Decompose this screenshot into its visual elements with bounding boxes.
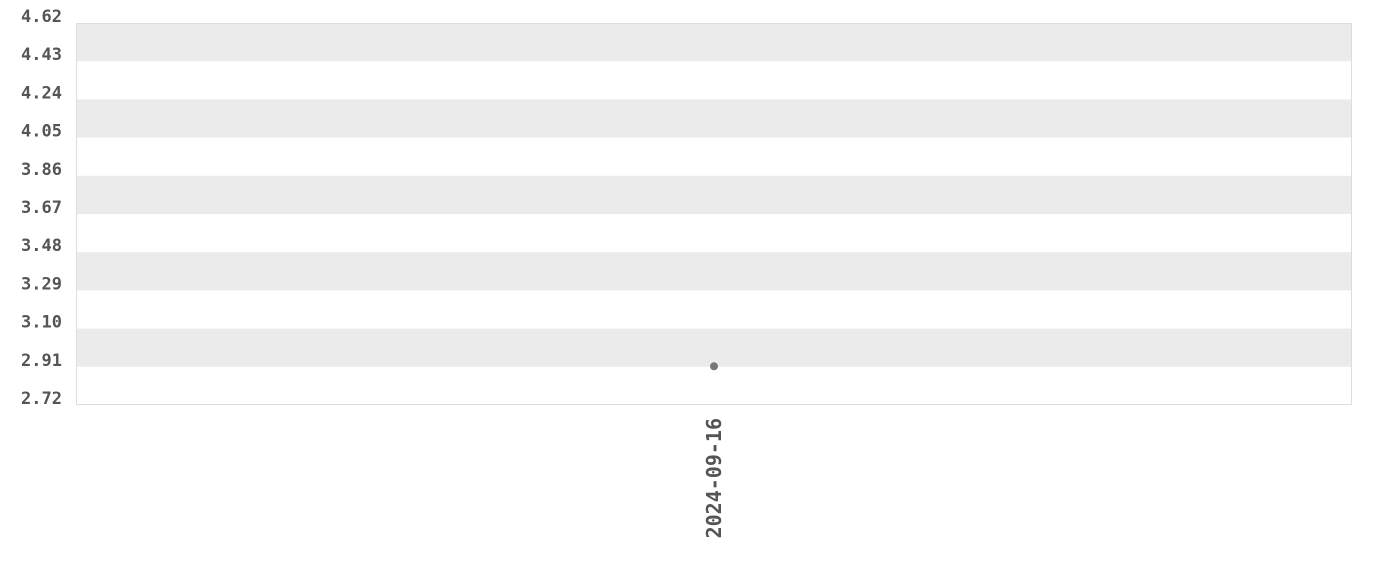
y-tick-label: 4.62: [21, 7, 62, 27]
x-tick-label: 2024-09-16: [702, 418, 726, 538]
grid-band: [76, 328, 1352, 367]
y-tick-label: 4.43: [21, 45, 62, 65]
y-tick-label: 3.86: [21, 160, 62, 180]
grid-band: [76, 175, 1352, 214]
y-tick-label: 3.29: [21, 274, 62, 294]
y-tick-label: 4.24: [21, 83, 62, 103]
y-tick-label: 4.05: [21, 122, 62, 142]
y-tick-label: 3.10: [21, 313, 62, 333]
data-point: [710, 362, 718, 371]
grid-band: [76, 252, 1352, 291]
grid-band: [76, 23, 1352, 62]
y-tick-label: 2.72: [21, 389, 62, 409]
plot-border: [76, 23, 1352, 405]
grid-band: [76, 99, 1352, 138]
y-tick-label: 3.48: [21, 236, 62, 256]
y-tick-label: 3.67: [21, 198, 62, 218]
y-tick-label: 2.91: [21, 351, 62, 371]
